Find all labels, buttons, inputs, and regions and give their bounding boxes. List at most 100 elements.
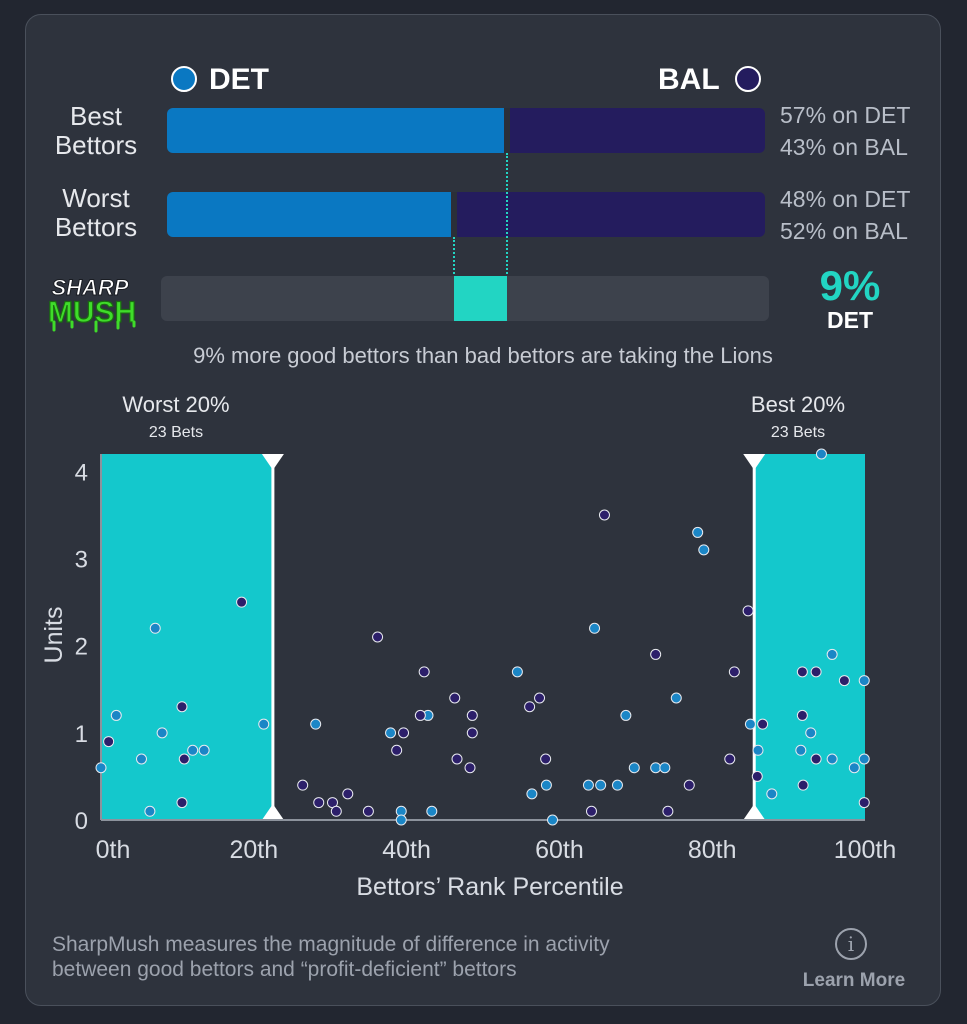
data-point	[815, 448, 827, 460]
footer-description: SharpMush measures the magnitude of diff…	[52, 932, 772, 982]
data-point	[810, 753, 822, 765]
data-point	[178, 753, 190, 765]
sharpmush-team: DET	[827, 307, 873, 333]
data-point	[611, 779, 623, 791]
data-point	[466, 727, 478, 739]
sharpmush-caption: 9% more good bettors than bad bettors ar…	[193, 343, 773, 368]
det-team-dot	[171, 66, 197, 92]
data-point	[805, 727, 817, 739]
data-point	[742, 605, 754, 617]
zone-subtitle-1: 23 Bets	[771, 424, 825, 441]
data-point	[426, 805, 438, 817]
zone-edge-bottom-marker-1	[743, 804, 766, 820]
zone-subtitle-0: 23 Bets	[149, 424, 203, 441]
data-point	[526, 788, 538, 800]
data-point	[796, 709, 808, 721]
data-point	[451, 753, 463, 765]
zone-title-1: Best 20%	[751, 392, 845, 417]
data-point	[540, 753, 552, 765]
data-point	[598, 509, 610, 521]
zone-edge-top-marker-1	[743, 454, 766, 470]
zone-band-0	[101, 454, 273, 820]
data-point	[310, 718, 322, 730]
team-left-label: DET	[209, 63, 269, 96]
data-point	[464, 762, 476, 774]
y-axis-title: Units	[40, 607, 68, 664]
y-tick-label: 0	[75, 808, 88, 835]
zone-band-1	[754, 454, 865, 820]
team-right-label: BAL	[658, 63, 720, 96]
info-icon: i	[835, 928, 867, 960]
sharpmush-logo: SHARP MUSH	[47, 275, 137, 333]
worst-bar-divider	[451, 192, 457, 237]
data-point	[534, 692, 546, 704]
data-point	[659, 762, 671, 774]
best-bal-segment	[510, 108, 765, 153]
worst-label-line1: Worst	[62, 183, 130, 213]
data-point	[156, 727, 168, 739]
data-point	[342, 788, 354, 800]
data-point	[797, 779, 809, 791]
data-point	[176, 701, 188, 713]
worst-bal-segment	[457, 192, 765, 237]
data-point	[838, 675, 850, 687]
data-point	[511, 666, 523, 678]
data-point	[650, 648, 662, 660]
data-point	[826, 648, 838, 660]
data-point	[662, 805, 674, 817]
data-point	[391, 744, 403, 756]
data-point	[149, 622, 161, 634]
data-point	[585, 805, 597, 817]
zone-edge-top-marker-0	[261, 454, 284, 470]
data-point	[258, 718, 270, 730]
data-point	[858, 753, 870, 765]
footer-line2: between good bettors and “profit-deficie…	[52, 958, 517, 981]
best-share-connector	[506, 153, 508, 278]
zone-title-0: Worst 20%	[122, 392, 229, 417]
bal-team-dot	[735, 66, 761, 92]
data-point	[589, 622, 601, 634]
worst-pct-det: 48% on DET	[780, 186, 911, 212]
learn-more-button[interactable]: i Learn More	[795, 928, 913, 991]
data-point	[724, 753, 736, 765]
y-tick-label: 4	[75, 459, 88, 486]
data-point	[795, 744, 807, 756]
data-point	[752, 744, 764, 756]
data-point	[796, 666, 808, 678]
worst-bettors-label: Worst Bettors	[31, 184, 161, 242]
sharpmush-difference-fill	[454, 276, 507, 321]
best-label-line2: Bettors	[54, 130, 138, 160]
data-point	[449, 692, 461, 704]
data-point	[628, 762, 640, 774]
data-point	[95, 762, 107, 774]
data-point	[751, 770, 763, 782]
data-point	[744, 718, 756, 730]
data-point	[395, 814, 407, 826]
data-point	[176, 797, 188, 809]
data-point	[144, 805, 156, 817]
data-point	[385, 727, 397, 739]
worst-pct-bal: 52% on BAL	[780, 218, 908, 244]
x-tick-label: 100th	[834, 836, 897, 864]
worst-det-segment	[167, 192, 451, 237]
worst-share-connector	[453, 237, 455, 278]
y-tick-label: 3	[75, 547, 88, 574]
sharpmush-value: 9%	[819, 262, 881, 309]
data-point	[236, 596, 248, 608]
x-tick-label: 20th	[229, 836, 278, 864]
logo-mush-text: MUSH	[48, 296, 136, 329]
best-bettors-label: Best Bettors	[31, 102, 161, 160]
data-point	[187, 744, 199, 756]
footer-line1: SharpMush measures the magnitude of diff…	[52, 933, 610, 956]
data-point	[414, 709, 426, 721]
data-point	[198, 744, 210, 756]
data-point	[810, 666, 822, 678]
data-point	[670, 692, 682, 704]
x-tick-label: 40th	[382, 836, 431, 864]
data-point	[858, 797, 870, 809]
data-point	[766, 788, 778, 800]
data-point	[372, 631, 384, 643]
data-point	[728, 666, 740, 678]
y-tick-label: 1	[75, 721, 88, 748]
